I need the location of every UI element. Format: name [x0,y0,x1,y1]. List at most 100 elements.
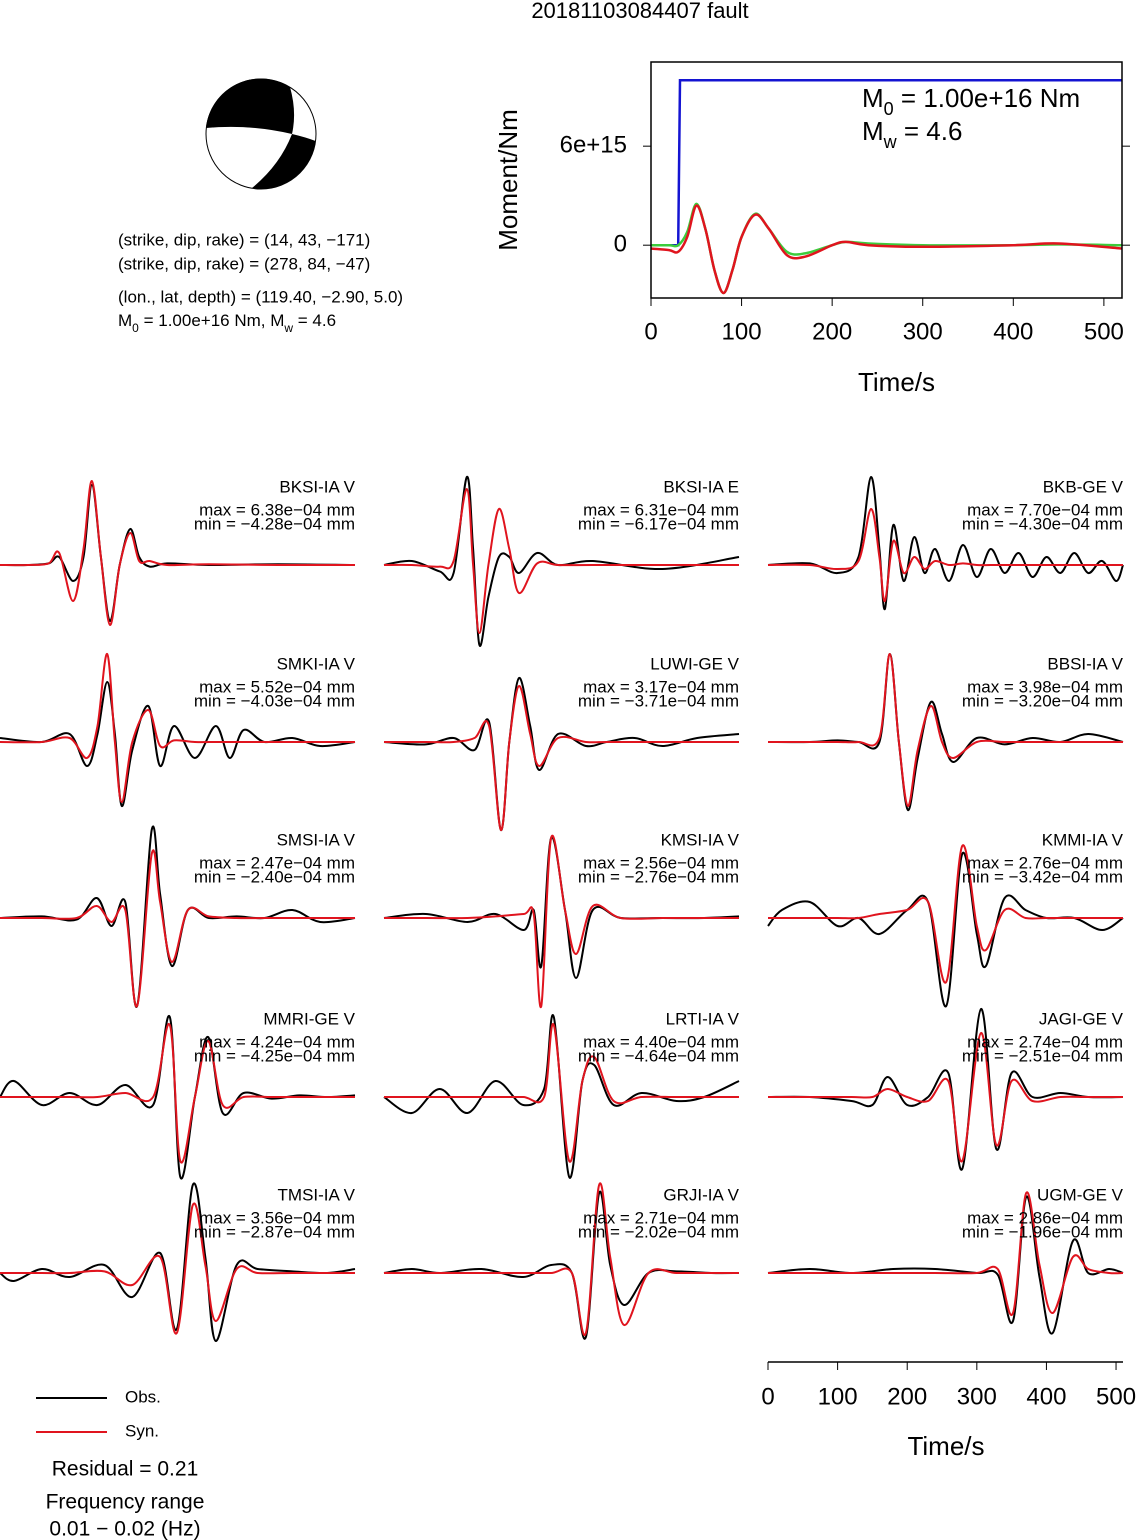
text-part: w [883,132,898,152]
station-max: max = 7.70e−04 mm [967,500,1123,519]
x-tick-label: 100 [722,318,762,345]
station-max: max = 3.17e−04 mm [583,677,739,696]
station-max: max = 6.31e−04 mm [583,500,739,519]
trace-obs [383,676,740,832]
station-min: min = −3.71e−04 mm [578,691,739,710]
station-name: BKB-GE V [1043,477,1124,496]
station-name: BKSI-IA V [279,477,355,496]
trace-obs [0,1015,356,1180]
trace-syn [768,1031,1123,1163]
residual: Residual = 0.21 [52,1458,199,1481]
beachball [205,78,317,190]
station-min: min = −2.87e−04 mm [194,1222,355,1241]
mechanism-line: M0 = 1.00e+16 Nm, Mw = 4.6 [118,311,336,335]
station-min: min = −4.03e−04 mm [194,691,355,710]
station-name: SMSI-IA V [277,830,356,849]
plot-frame [650,61,1123,299]
mechanism-line: (lon., lat, depth) = (119.40, −2.90, 5.0… [118,287,403,306]
station-name: BKSI-IA E [663,477,739,496]
x-tick-label: 200 [887,1383,927,1410]
station-name: UGM-GE V [1037,1185,1124,1204]
station-min: min = −4.30e−04 mm [962,514,1123,533]
station-max: max = 2.86e−04 mm [967,1208,1123,1227]
station-min: min = −2.51e−04 mm [962,1046,1123,1065]
station-max: max = 3.56e−04 mm [199,1208,355,1227]
station-min: min = −2.40e−04 mm [194,867,355,886]
annotation: M0 = 1.00e+16 Nm [862,83,1080,119]
freq-title: Frequency range [46,1491,205,1514]
station-min: min = −6.17e−04 mm [578,514,739,533]
station-max: max = 2.47e−04 mm [199,853,355,872]
station-max: max = 3.98e−04 mm [967,677,1123,696]
station-name: LUWI-GE V [650,654,739,673]
text-part: M [118,311,132,330]
trace-obs [767,1007,1124,1171]
text-part: w [283,321,293,335]
legend-label: Obs. [125,1387,161,1406]
trace-obs [383,475,740,647]
station-max: max = 6.38e−04 mm [199,500,355,519]
trace-syn [767,507,1123,603]
legend-label: Syn. [125,1421,159,1440]
mechanism-line: (strike, dip, rake) = (14, 43, −171) [118,230,370,249]
x-tick-label: 500 [1096,1383,1136,1410]
y-axis-label: Moment/Nm [493,109,523,251]
text-part: M [862,83,884,113]
text-part: = 1.00e+16 Nm, M [139,311,285,330]
station-min: min = −4.25e−04 mm [194,1046,355,1065]
trace-obs [767,475,1124,611]
text-part: M [862,116,884,146]
station-min: min = −2.02e−04 mm [578,1222,739,1241]
y-tick-label: 6e+15 [560,132,627,159]
mechanism-line: (strike, dip, rake) = (278, 84, −47) [118,254,370,273]
station-max: max = 2.74e−04 mm [967,1032,1123,1051]
station-max: max = 4.40e−04 mm [583,1032,739,1051]
station-name: KMSI-IA V [661,830,740,849]
trace-syn [0,479,356,627]
trace-syn [768,1191,1124,1317]
x-tick-label: 400 [1026,1383,1066,1410]
trace-syn [0,1023,355,1164]
station-name: JAGI-GE V [1039,1009,1124,1028]
station-max: max = 5.52e−04 mm [199,677,355,696]
station-name: GRJI-IA V [663,1185,739,1204]
trace-syn [768,844,1123,984]
x-axis-label: Time/s [907,1431,984,1461]
x-tick-label: 400 [993,318,1033,345]
x-tick-label: 500 [1084,318,1124,345]
x-tick-label: 0 [761,1383,774,1410]
x-tick-label: 200 [812,318,852,345]
trace-syn [767,652,1123,808]
station-min: min = −3.20e−04 mm [962,691,1123,710]
station-name: MMRI-GE V [263,1009,355,1028]
trace-syn [383,487,739,635]
station-min: min = −2.76e−04 mm [578,867,739,886]
y-tick-label: 0 [614,231,627,258]
trace-syn [0,652,355,804]
trace-obs [0,1182,356,1343]
station-min: min = −1.96e−04 mm [962,1222,1123,1241]
freq-range: 0.01 − 0.02 (Hz) [49,1518,200,1540]
trace-syn [383,684,739,832]
moment-line [650,204,1123,295]
text-part: 0 [132,321,139,335]
text-part: = 4.6 [897,116,963,146]
trace-syn [384,1182,739,1337]
trace-syn [0,1202,355,1335]
station-name: KMMI-IA V [1042,830,1124,849]
text-part: 0 [884,99,894,119]
x-tick-label: 300 [957,1383,997,1410]
station-name: BBSI-IA V [1047,654,1123,673]
text-part: = 4.6 [293,311,336,330]
station-min: min = −4.64e−04 mm [578,1046,739,1065]
x-tick-label: 100 [818,1383,858,1410]
station-name: SMKI-IA V [277,654,356,673]
station-min: min = −3.42e−04 mm [962,867,1123,886]
moment-line [651,202,1123,295]
annotation: Mw = 4.6 [862,116,962,152]
station-max: max = 2.56e−04 mm [583,853,739,872]
x-axis-label: Time/s [858,367,935,397]
station-max: max = 2.71e−04 mm [583,1208,739,1227]
text-part: = 1.00e+16 Nm [894,83,1080,113]
trace-syn [384,834,739,1009]
